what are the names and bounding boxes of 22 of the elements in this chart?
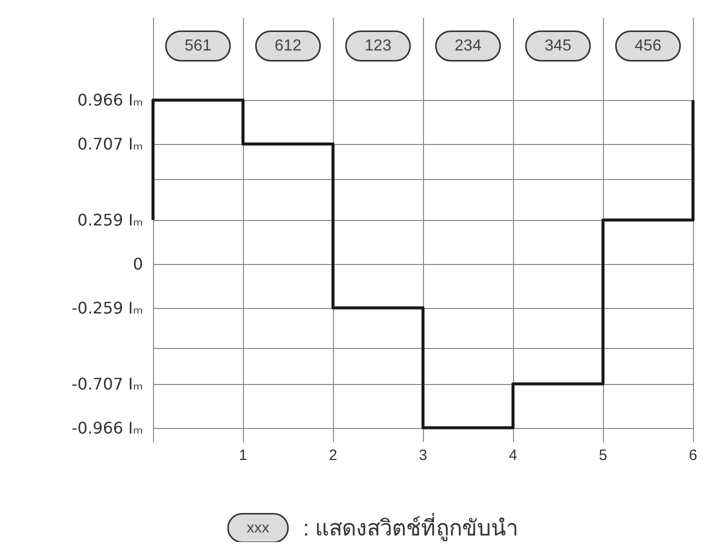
line-series (152, 98, 694, 430)
x-tick-label: 4 (508, 447, 518, 464)
annotation: 345 (544, 38, 572, 54)
text: xxx (246, 520, 270, 536)
x-tick-label: 1 (238, 447, 248, 464)
y-tick-label: -0.966 Iₘ (72, 418, 143, 438)
y-tick-label: -0.707 Iₘ (72, 374, 143, 394)
y-tick-label: 0 (132, 254, 143, 274)
x-tick-label: 2 (328, 447, 338, 464)
y-tick-label: 0.966 Iₘ (77, 90, 143, 110)
y-tick-label: 0.707 Iₘ (77, 134, 143, 154)
annotation: 234 (454, 38, 482, 54)
annotation: 123 (364, 38, 392, 54)
annotation: 456 (634, 38, 662, 54)
text: : แสดงสวิตช์ที่ถูกขับนำ (303, 512, 518, 542)
x-tick-label: 6 (688, 447, 698, 464)
annotation: 561 (184, 38, 212, 54)
x-tick-label: 5 (598, 447, 608, 464)
y-tick-label: 0.259 Iₘ (77, 210, 143, 230)
y-tick-label: -0.259 Iₘ (72, 298, 143, 318)
annotation: 612 (274, 38, 302, 54)
x-tick-label: 3 (418, 447, 428, 464)
